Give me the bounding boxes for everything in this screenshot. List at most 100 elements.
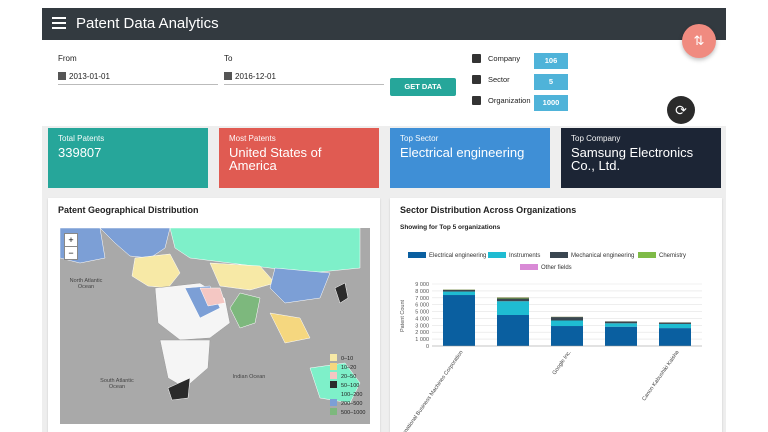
legend-label: 10–20: [341, 365, 357, 371]
legend-swatch: [330, 363, 337, 370]
company-count: 106: [534, 53, 568, 69]
card-value: Samsung Electronics Co., Ltd.: [571, 145, 694, 173]
legend-item: 20–50: [330, 372, 365, 381]
company-label: Company: [488, 54, 521, 63]
sector-label: Sector: [488, 75, 510, 84]
y-tick-label: 9 000: [415, 282, 429, 288]
legend-swatch: [488, 252, 506, 258]
legend-swatch: [330, 390, 337, 397]
map-panel-title: Patent Geographical Distribution: [58, 205, 199, 215]
y-tick-label: 3 000: [415, 323, 429, 329]
legend-label: Electrical engineering: [429, 253, 487, 259]
from-label: From: [58, 54, 77, 63]
legend-swatch: [408, 252, 426, 258]
chart-legend-item[interactable]: Other fields: [520, 264, 572, 271]
legend-label: 500–1000: [341, 410, 366, 416]
zoom-in-button[interactable]: +: [65, 234, 77, 247]
app-bar: Patent Data Analytics: [42, 8, 726, 40]
app-window: Patent Data Analytics From 2013-01-01 To…: [42, 8, 726, 432]
legend-label: Mechanical engineering: [571, 253, 635, 259]
card-value: 339807: [58, 145, 102, 160]
card-title: Top Company: [571, 134, 621, 143]
legend-item: 50–100: [330, 381, 365, 390]
legend-label: Chemistry: [659, 253, 687, 259]
legend-item: 100–200: [330, 390, 365, 399]
legend-label: 0–10: [341, 356, 354, 362]
card-title: Most Patents: [229, 134, 276, 143]
to-date-value: 2016-12-01: [235, 72, 276, 81]
ocean-label: South Atlantic Ocean: [100, 378, 134, 390]
page-title: Patent Data Analytics: [76, 15, 219, 32]
legend-label: 50–100: [341, 383, 360, 389]
filter-bar: From 2013-01-01 To 2016-12-01 GET DATA C…: [42, 40, 726, 126]
ocean-label: Indian Ocean: [232, 374, 266, 380]
chart-legend-item[interactable]: Chemistry: [638, 252, 686, 259]
menu-icon[interactable]: [52, 17, 66, 29]
bar-segment: [551, 317, 583, 321]
to-label: To: [224, 54, 233, 63]
from-date-field[interactable]: 2013-01-01: [58, 72, 218, 85]
legend-label: Other fields: [541, 265, 572, 271]
legend-swatch: [330, 372, 337, 379]
chart-panel: Sector Distribution Across Organizations…: [390, 198, 722, 432]
bar-segment: [605, 321, 637, 324]
legend-swatch: [330, 381, 337, 388]
bar-segment: [497, 315, 529, 346]
bar-chart-icon: [472, 54, 481, 63]
legend-swatch: [330, 399, 337, 406]
chart-legend-item[interactable]: Mechanical engineering: [550, 252, 634, 259]
chart-legend-item[interactable]: Instruments: [488, 252, 540, 259]
most-patents-card: Most Patents United States of America: [219, 128, 379, 188]
person-box-icon: [472, 96, 481, 105]
bar-segment: [659, 328, 691, 346]
y-tick-label: 8 000: [415, 289, 429, 295]
y-tick-label: 0: [426, 344, 429, 350]
zoom-control: + −: [64, 233, 78, 260]
legend-label: Instruments: [509, 253, 541, 259]
chart-subtitle: Showing for Top 5 organizations: [400, 224, 501, 231]
x-tick-label: Canon Kabushiki Kaisha: [641, 349, 681, 402]
y-axis-label: Patent Count: [400, 299, 406, 332]
top-company-card: Top Company Samsung Electronics Co., Ltd…: [561, 128, 721, 188]
legend-swatch: [330, 408, 337, 415]
y-tick-label: 2 000: [415, 330, 429, 336]
from-date-value: 2013-01-01: [69, 72, 110, 81]
legend-item: 500–1000: [330, 408, 365, 417]
chart-panel-title: Sector Distribution Across Organizations: [400, 205, 577, 215]
top-sector-card: Top Sector Electrical engineering: [390, 128, 550, 188]
bar-segment: [497, 298, 529, 302]
bar-segment: [605, 323, 637, 327]
total-patents-card: Total Patents 339807: [48, 128, 208, 188]
world-map[interactable]: + − North Atlantic Ocean South Atlantic …: [60, 228, 370, 424]
legend-swatch: [330, 354, 337, 361]
swap-vert-button[interactable]: ⇅: [682, 24, 716, 58]
card-value: Electrical engineering: [400, 145, 525, 160]
bar-segment: [443, 289, 475, 292]
organization-label: Organization: [488, 96, 531, 105]
swap-vert-icon: ⇅: [693, 33, 705, 48]
y-tick-label: 6 000: [415, 303, 429, 309]
bar-segment: [551, 326, 583, 346]
bar-segment: [497, 301, 529, 315]
map-panel: Patent Geographical Distribution: [48, 198, 380, 432]
get-data-button[interactable]: GET DATA: [390, 78, 456, 96]
chart-legend-item[interactable]: Electrical engineering: [408, 252, 486, 259]
legend-item: 200–500: [330, 399, 365, 408]
zoom-out-button[interactable]: −: [68, 248, 74, 258]
x-tick-label: International Business Machines Corporat…: [397, 350, 465, 432]
legend-swatch: [550, 252, 568, 258]
to-date-field[interactable]: 2016-12-01: [224, 72, 384, 85]
y-tick-label: 1 000: [415, 337, 429, 343]
ocean-label: North Atlantic Ocean: [69, 278, 103, 290]
card-value: United States of America: [229, 145, 322, 173]
calendar-icon: [224, 72, 232, 80]
y-tick-label: 4 000: [415, 316, 429, 322]
legend-item: 0–10: [330, 354, 365, 363]
legend-label: 100–200: [341, 392, 363, 398]
bar-segment: [551, 320, 583, 327]
card-title: Total Patents: [58, 134, 105, 143]
refresh-button[interactable]: ⟳: [667, 96, 695, 124]
legend-label: 200–500: [341, 401, 363, 407]
